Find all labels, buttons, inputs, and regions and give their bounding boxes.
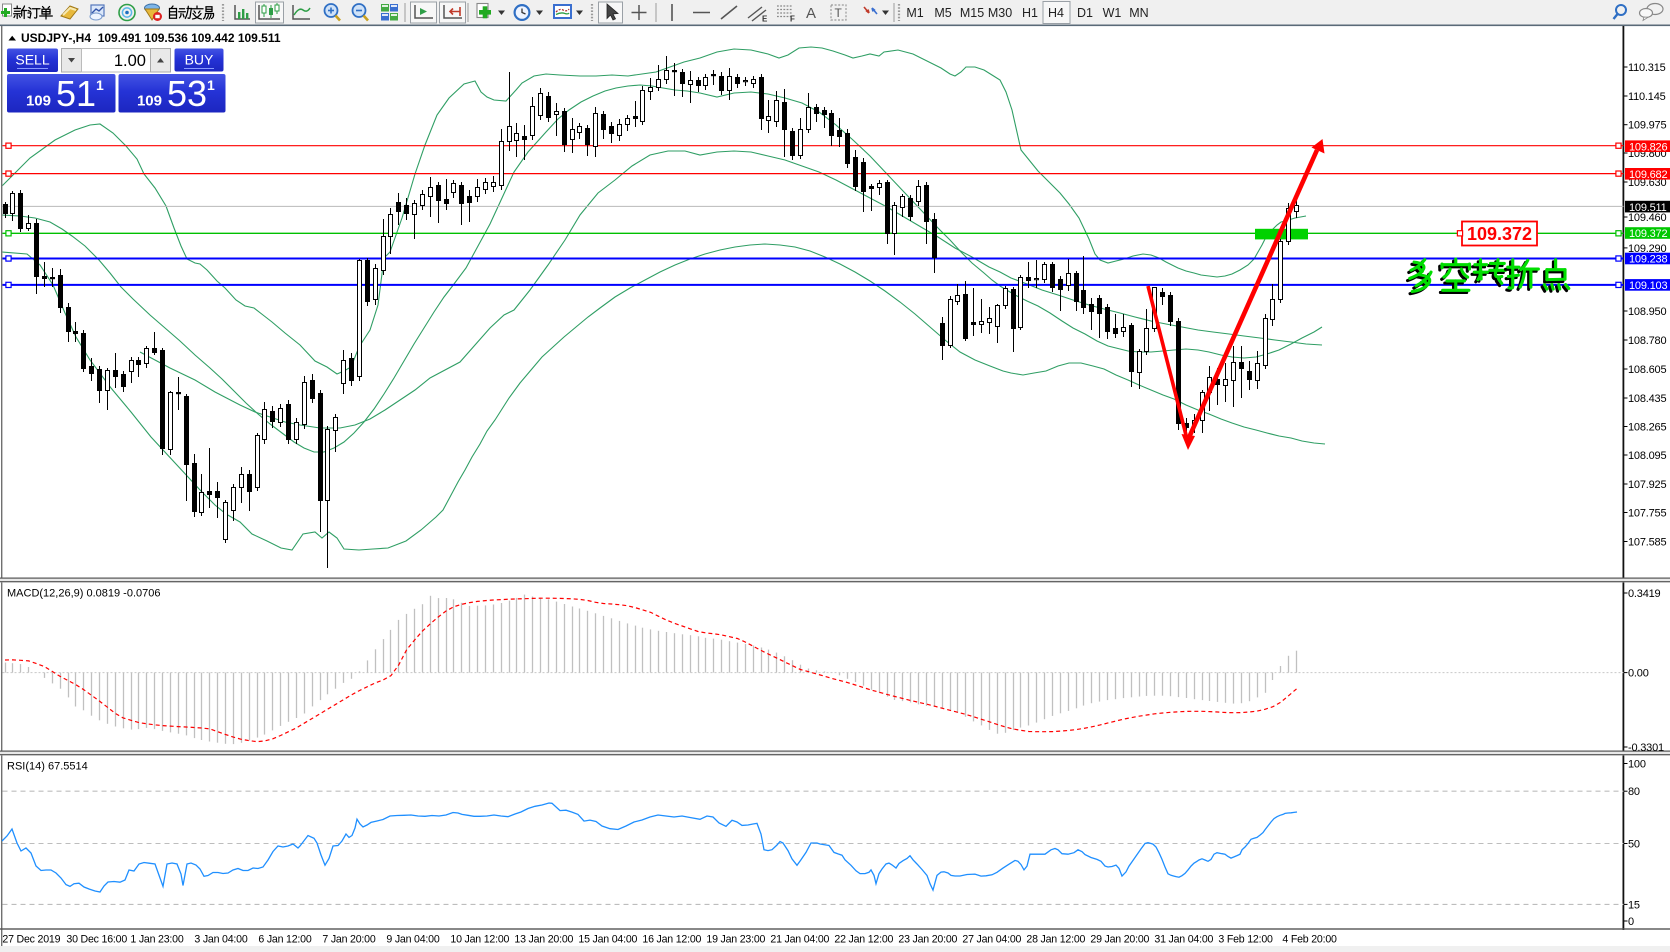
svg-text:108.605: 108.605 [1628,364,1666,376]
svg-text:RSI(14) 67.5514: RSI(14) 67.5514 [7,761,88,773]
svg-text:108.950: 108.950 [1628,306,1666,318]
svg-text:0.3419: 0.3419 [1628,588,1661,600]
svg-text:13 Jan 20:00: 13 Jan 20:00 [514,934,573,946]
svg-text:108.780: 108.780 [1628,335,1666,347]
svg-text:22 Jan 12:00: 22 Jan 12:00 [834,934,893,946]
svg-text:108.265: 108.265 [1628,422,1666,434]
svg-text:109.826: 109.826 [1629,141,1667,153]
svg-text:30 Dec 16:00: 30 Dec 16:00 [66,934,127,946]
svg-text:1: 1 [96,77,104,93]
svg-text:USDJPY-,H4 109.491 109.536 10: USDJPY-,H4 109.491 109.536 109.442 109.5… [21,31,281,45]
svg-text:107.755: 107.755 [1628,508,1666,520]
svg-text:M15: M15 [960,6,984,20]
svg-text:1: 1 [207,77,215,93]
svg-text:109.290: 109.290 [1628,243,1666,255]
svg-text:M1: M1 [906,6,923,20]
svg-text:108.435: 108.435 [1628,393,1666,405]
svg-text:107.925: 107.925 [1628,479,1666,491]
svg-text:53: 53 [167,73,207,114]
svg-text:109.975: 109.975 [1628,120,1666,132]
svg-text:109: 109 [26,93,51,110]
svg-text:M5: M5 [934,6,951,20]
svg-text:MN: MN [1129,6,1148,20]
svg-text:SELL: SELL [15,52,49,68]
svg-text:16 Jan 12:00: 16 Jan 12:00 [642,934,701,946]
svg-text:108.095: 108.095 [1628,450,1666,462]
svg-text:BUY: BUY [185,52,214,68]
svg-text:80: 80 [1628,786,1640,798]
svg-text:109.372: 109.372 [1629,228,1667,240]
svg-text:F: F [790,15,795,24]
svg-text:3 Feb 12:00: 3 Feb 12:00 [1218,934,1273,946]
svg-text:0: 0 [1628,916,1634,928]
svg-text:A: A [806,5,816,22]
svg-text:1.00: 1.00 [114,52,146,70]
svg-text:100: 100 [1628,759,1646,771]
svg-text:W1: W1 [1103,6,1122,20]
svg-text:1 Jan 23:00: 1 Jan 23:00 [130,934,183,946]
svg-text:7 Jan 20:00: 7 Jan 20:00 [322,934,375,946]
svg-text:27 Jan 04:00: 27 Jan 04:00 [962,934,1021,946]
svg-text:9 Jan 04:00: 9 Jan 04:00 [386,934,439,946]
svg-text:109.511: 109.511 [1629,202,1667,214]
svg-text:6 Jan 12:00: 6 Jan 12:00 [258,934,311,946]
svg-text:50: 50 [1628,839,1640,851]
svg-text:MACD(12,26,9) 0.0819 -0.0706: MACD(12,26,9) 0.0819 -0.0706 [7,588,160,600]
svg-text:51: 51 [56,73,96,114]
svg-text:M30: M30 [988,6,1012,20]
svg-text:-0.3301: -0.3301 [1628,742,1664,754]
svg-text:15 Jan 04:00: 15 Jan 04:00 [578,934,637,946]
svg-text:H4: H4 [1048,6,1064,20]
svg-text:110.145: 110.145 [1628,91,1666,103]
svg-text:27 Dec 2019: 27 Dec 2019 [2,934,60,946]
svg-text:D1: D1 [1077,6,1093,20]
svg-text:109.460: 109.460 [1628,212,1666,224]
svg-text:109: 109 [137,93,162,110]
svg-text:21 Jan 04:00: 21 Jan 04:00 [770,934,829,946]
svg-text:10 Jan 12:00: 10 Jan 12:00 [450,934,509,946]
svg-text:T: T [835,6,843,20]
svg-text:E: E [762,15,768,24]
svg-text:4 Feb 20:00: 4 Feb 20:00 [1282,934,1337,946]
svg-text:23 Jan 20:00: 23 Jan 20:00 [898,934,957,946]
svg-text:109.372: 109.372 [1467,224,1532,244]
svg-text:H1: H1 [1022,6,1038,20]
svg-text:28 Jan 12:00: 28 Jan 12:00 [1026,934,1085,946]
svg-text:109.238: 109.238 [1629,254,1667,266]
svg-text:107.585: 107.585 [1628,537,1666,549]
svg-text:29 Jan 20:00: 29 Jan 20:00 [1090,934,1149,946]
svg-text:31 Jan 04:00: 31 Jan 04:00 [1154,934,1213,946]
svg-text:109.103: 109.103 [1629,280,1667,292]
svg-text:110.315: 110.315 [1628,62,1666,74]
svg-text:0.00: 0.00 [1628,668,1649,680]
svg-text:3 Jan 04:00: 3 Jan 04:00 [194,934,247,946]
svg-text:19 Jan 23:00: 19 Jan 23:00 [706,934,765,946]
svg-text:109.682: 109.682 [1629,169,1667,181]
svg-text:15: 15 [1628,899,1640,911]
svg-text:109.630: 109.630 [1628,177,1666,189]
